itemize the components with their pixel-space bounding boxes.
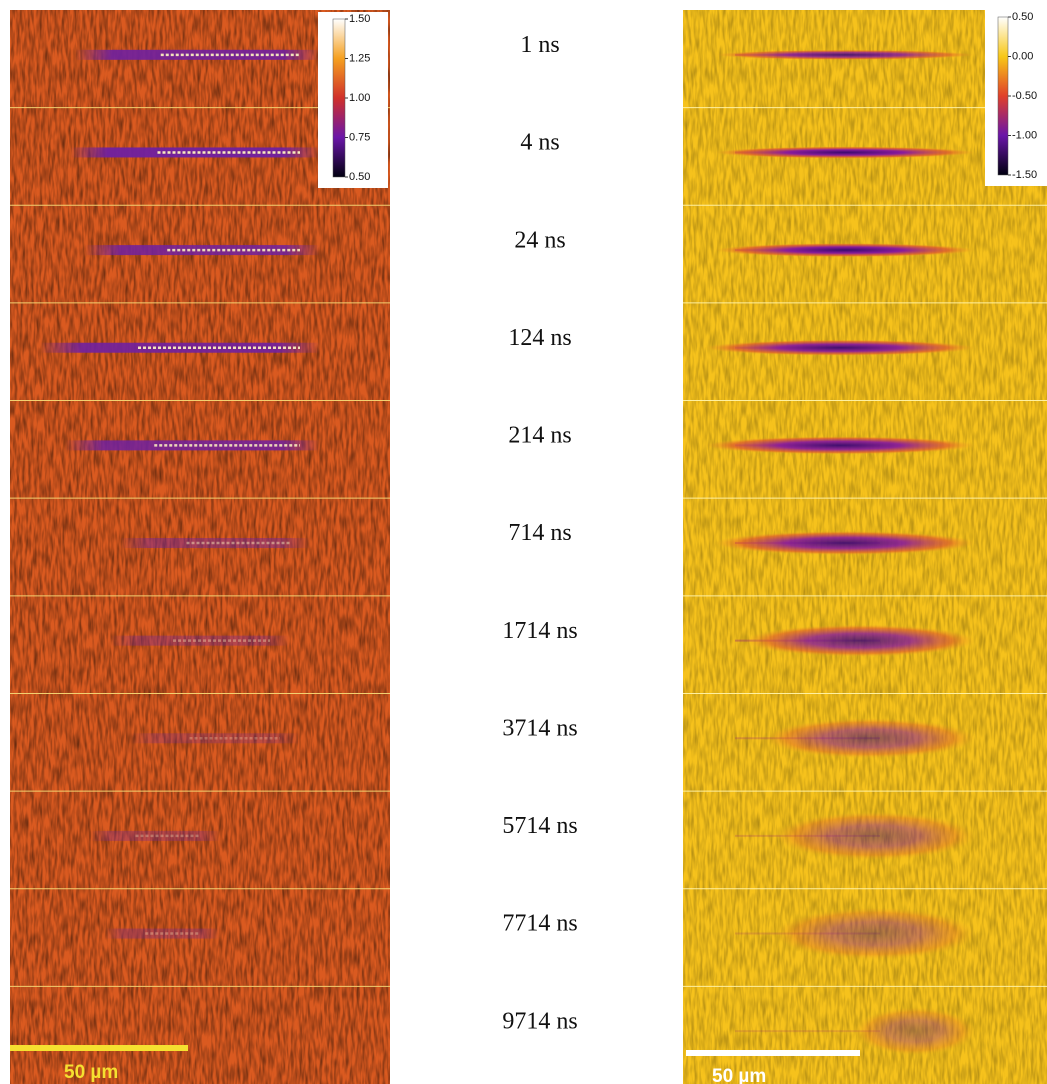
right-scale-label: 50 µm bbox=[712, 1066, 766, 1084]
colorbar-tick-label: -1.50 bbox=[1012, 169, 1037, 181]
colorbar-tick-label: -1.00 bbox=[1012, 129, 1037, 141]
left-scale-bar bbox=[10, 1045, 188, 1051]
time-label: 7714 ns bbox=[502, 911, 577, 937]
left-streak bbox=[130, 733, 300, 744]
time-label: 124 ns bbox=[508, 325, 571, 351]
right-streak bbox=[715, 49, 975, 60]
colorbar-tick-label: 1.25 bbox=[349, 52, 370, 64]
colorbar-tick-label: 1.00 bbox=[349, 92, 370, 104]
time-label: 214 ns bbox=[508, 423, 571, 449]
right-streak bbox=[745, 624, 975, 657]
right-scale-bar bbox=[686, 1050, 860, 1056]
time-label: 714 ns bbox=[508, 520, 571, 546]
right-streak bbox=[705, 436, 975, 455]
time-label: 9714 ns bbox=[502, 1008, 577, 1034]
right-streak bbox=[715, 146, 975, 159]
colorbar-tick-label: -0.50 bbox=[1012, 90, 1037, 102]
right-streak bbox=[715, 243, 975, 258]
colorbar-tick-label: 0.50 bbox=[349, 171, 370, 183]
left-colorbar bbox=[332, 18, 346, 178]
time-label: 3714 ns bbox=[502, 715, 577, 741]
left-streak bbox=[90, 830, 220, 841]
left-streak bbox=[65, 440, 320, 451]
right-colorbar bbox=[997, 16, 1009, 176]
left-colorbar-box bbox=[318, 12, 388, 188]
right-streak bbox=[705, 339, 975, 356]
right-streak bbox=[775, 907, 975, 960]
time-label: 1 ns bbox=[520, 32, 559, 58]
right-streak bbox=[775, 811, 975, 860]
colorbar-tick-label: 0.00 bbox=[1012, 50, 1033, 62]
time-label: 4 ns bbox=[520, 130, 559, 156]
colorbar-tick-label: 1.50 bbox=[349, 13, 370, 25]
colorbar-tick-label: 0.75 bbox=[349, 131, 370, 143]
time-label: 1714 ns bbox=[502, 618, 577, 644]
right-streak bbox=[715, 531, 975, 555]
time-label: 5714 ns bbox=[502, 813, 577, 839]
time-label: 24 ns bbox=[514, 227, 565, 253]
rows bbox=[10, 49, 1047, 1056]
left-streak bbox=[105, 928, 220, 939]
right-colorbar-box bbox=[985, 10, 1047, 186]
left-scale-label: 50 µm bbox=[64, 1062, 118, 1083]
colorbar-tick-label: 0.50 bbox=[1012, 11, 1033, 23]
left-streak bbox=[110, 635, 290, 646]
left-streak bbox=[120, 538, 310, 548]
right-streak bbox=[855, 1007, 975, 1056]
right-streak bbox=[765, 718, 975, 759]
